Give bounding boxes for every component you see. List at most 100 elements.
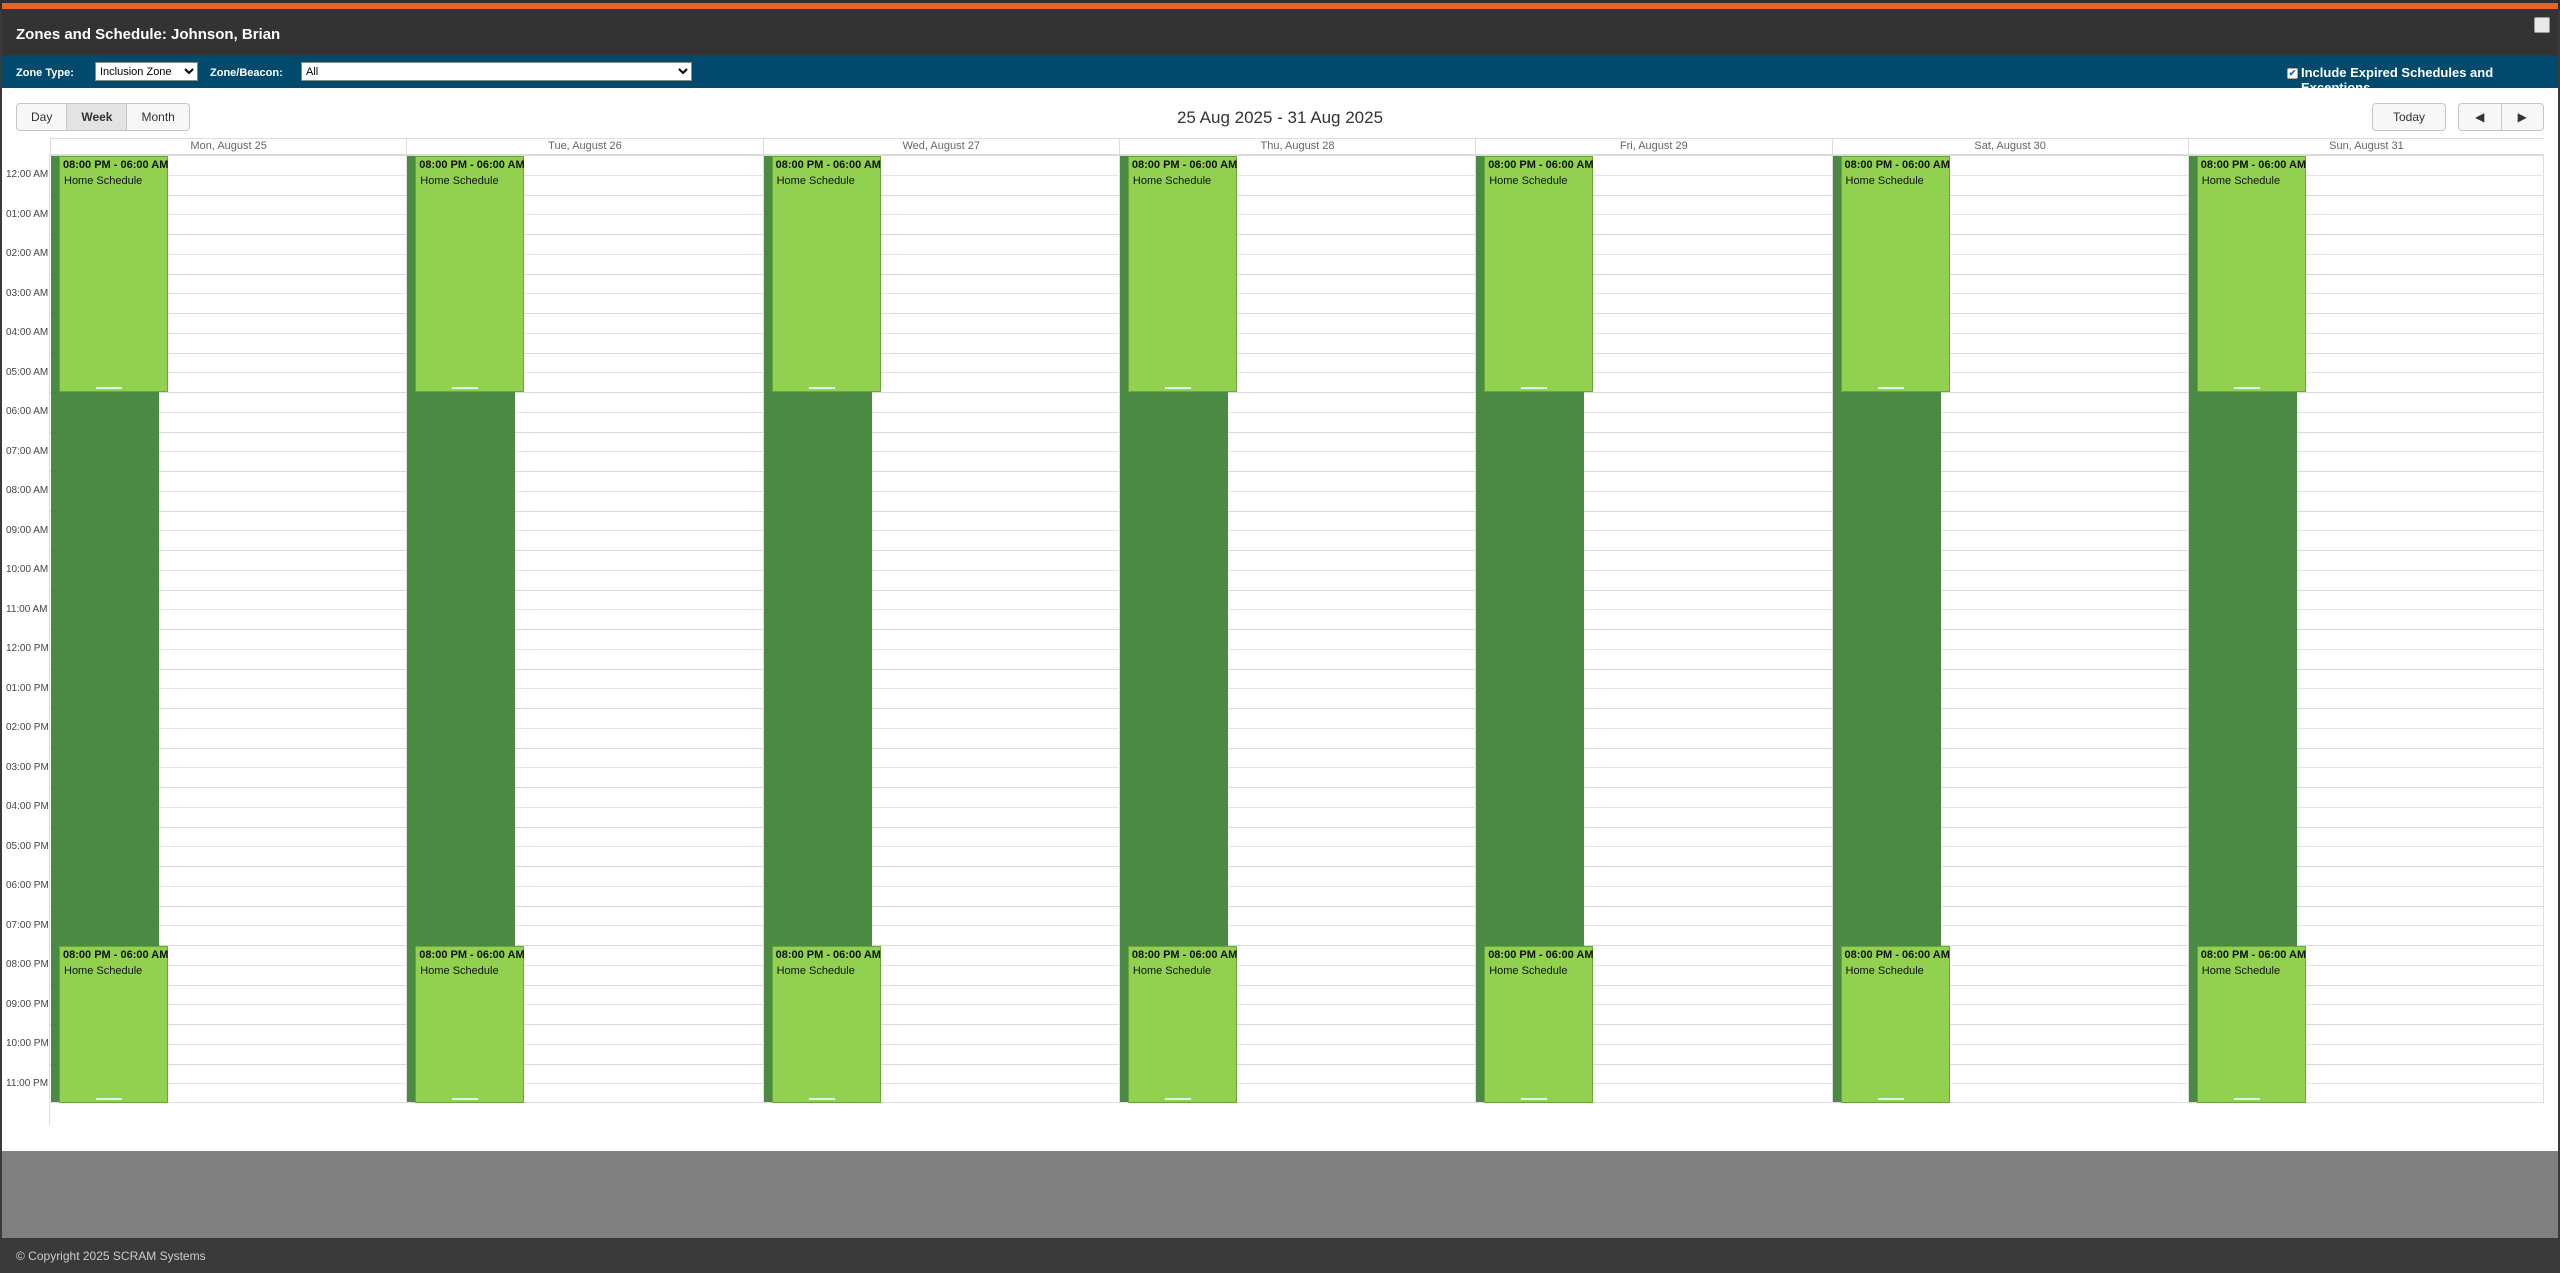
event-home-schedule[interactable]: 08:00 PM - 06:00 AM Home Schedule (771, 946, 881, 1103)
half-hour-line (50, 214, 2544, 216)
zones-schedule-window: Zones and Schedule: Johnson, Brian Zone … (2, 9, 2558, 1273)
event-title: Home Schedule (1845, 965, 1924, 977)
day-header: Thu, August 28 (1118, 139, 1475, 155)
schedule-edge (407, 156, 416, 1102)
include-expired-checkbox[interactable]: ✔ (2287, 68, 2298, 79)
hour-line (50, 313, 2544, 314)
event-home-schedule[interactable]: 08:00 PM - 06:00 AM Home Schedule (1484, 156, 1594, 392)
resize-handle[interactable] (452, 387, 479, 389)
resize-handle[interactable] (1521, 1098, 1548, 1100)
resize-handle[interactable] (1877, 1098, 1904, 1100)
schedule-edge (2188, 156, 2197, 1102)
time-label: 05:00 AM (6, 366, 49, 378)
event-home-schedule[interactable]: 08:00 PM - 06:00 AM Home Schedule (1840, 946, 1950, 1103)
zone-beacon-select[interactable]: All (301, 62, 692, 81)
event-home-schedule[interactable]: 08:00 PM - 06:00 AM Home Schedule (415, 156, 525, 392)
event-home-schedule[interactable]: 08:00 PM - 06:00 AM Home Schedule (415, 946, 525, 1103)
time-label: 04:00 AM (6, 327, 49, 338)
half-hour-line (50, 964, 2544, 966)
event-time: 08:00 PM - 06:00 AM (63, 949, 169, 961)
event-time: 08:00 PM - 06:00 AM (419, 949, 525, 961)
hour-line (50, 905, 2544, 907)
event-time: 08:00 PM - 06:00 AM (63, 159, 169, 171)
resize-handle[interactable] (96, 387, 122, 389)
resize-handle[interactable] (1521, 387, 1548, 389)
event-title: Home Schedule (1132, 175, 1212, 187)
include-expired-label: Include Expired Schedules and Exceptions (2301, 65, 2494, 95)
hour-line (50, 945, 2544, 946)
event-home-schedule[interactable]: 08:00 PM - 06:00 AM Home Schedule (771, 156, 881, 392)
hour-line (50, 787, 2544, 788)
time-label: 12:00 AM (6, 169, 49, 180)
time-label: 06:00 AM (6, 406, 49, 417)
time-label: 08:00 AM (6, 485, 49, 496)
schedule-edge (1832, 156, 1841, 1102)
half-hour-line (50, 767, 2544, 769)
time-label: 10:00 AM (6, 564, 49, 575)
half-hour-line (50, 1043, 2544, 1045)
day-header: Mon, August 25 (50, 139, 406, 155)
resize-handle[interactable] (452, 1098, 479, 1100)
resize-handle[interactable] (1877, 387, 1904, 389)
zone-type-select[interactable]: Inclusion Zone (95, 62, 198, 81)
half-hour-line (50, 688, 2544, 690)
hour-line (50, 392, 2544, 393)
close-button[interactable] (2534, 17, 2550, 33)
event-title: Home Schedule (776, 175, 855, 187)
hour-line (50, 668, 2544, 670)
today-button[interactable]: Today (2372, 103, 2446, 131)
hour-line (50, 708, 2544, 709)
half-hour-line (50, 530, 2544, 532)
nav-buttons: ◀ ▶ (2458, 103, 2544, 131)
day-header: Tue, August 26 (406, 139, 762, 155)
hour-line (50, 431, 2544, 433)
event-home-schedule[interactable]: 08:00 PM - 06:00 AM Home Schedule (1840, 156, 1950, 392)
resize-handle[interactable] (1164, 1098, 1191, 1100)
time-label: 01:00 PM (6, 682, 49, 694)
resize-handle[interactable] (96, 1098, 122, 1100)
time-column: 12:00 AM 01:00 AM 02:00 AM 03:00 AM 04:00 AM… (2, 155, 50, 1125)
event-home-schedule[interactable]: 08:00 PM - 06:00 AM Home Schedule (2196, 946, 2306, 1103)
resize-handle[interactable] (808, 1098, 835, 1100)
half-hour-line (50, 372, 2544, 374)
prev-week-button[interactable]: ◀ (2459, 104, 2502, 130)
hour-line (50, 273, 2544, 275)
view-month-button[interactable]: Month (141, 110, 175, 124)
resize-handle[interactable] (808, 387, 835, 389)
hour-line (50, 352, 2544, 354)
event-home-schedule[interactable]: 08:00 PM - 06:00 AM Home Schedule (59, 946, 168, 1103)
event-home-schedule[interactable]: 08:00 PM - 06:00 AM Home Schedule (1484, 946, 1594, 1103)
time-label: 11:00 AM (6, 603, 48, 615)
event-title: Home Schedule (776, 965, 855, 977)
half-hour-line (50, 253, 2544, 255)
accent-bar (0, 0, 2560, 10)
half-hour-line (50, 569, 2544, 571)
view-week-button[interactable]: Week (67, 104, 128, 130)
event-home-schedule[interactable]: 08:00 PM - 06:00 AM Home Schedule (1127, 156, 1237, 392)
resize-handle[interactable] (1164, 387, 1191, 389)
event-home-schedule[interactable]: 08:00 PM - 06:00 AM Home Schedule (59, 156, 168, 392)
copyright-text: © Copyright 2025 SCRAM Systems (16, 1249, 206, 1263)
day-header: Fri, August 29 (1475, 139, 1831, 155)
half-hour-line (50, 411, 2544, 413)
event-time: 08:00 PM - 06:00 AM (419, 159, 525, 171)
view-day-button[interactable]: Day (17, 104, 68, 130)
event-title: Home Schedule (1845, 175, 1924, 187)
time-label: 02:00 PM (6, 722, 49, 733)
event-home-schedule[interactable]: 08:00 PM - 06:00 AM Home Schedule (1127, 946, 1237, 1103)
event-time: 08:00 PM - 06:00 AM (1844, 159, 1950, 171)
event-time: 08:00 PM - 06:00 AM (775, 949, 881, 961)
resize-handle[interactable] (2233, 387, 2260, 389)
week-calendar: Mon, August 25 Tue, August 26 Wed, August … (2, 134, 2558, 1130)
event-home-schedule[interactable]: 08:00 PM - 06:00 AM Home Schedule (2196, 156, 2306, 392)
half-hour-line (50, 174, 2544, 176)
time-label: 08:00 PM (6, 959, 49, 970)
next-week-button[interactable]: ▶ (2517, 110, 2527, 124)
half-hour-line (50, 1083, 2544, 1085)
view-switcher: Day Week Month (16, 103, 190, 131)
schedule-edge (1119, 156, 1128, 1102)
time-label: 01:00 AM (6, 208, 49, 220)
title-bar: Zones and Schedule: Johnson, Brian (2, 9, 2558, 55)
schedule-edge (763, 156, 772, 1102)
resize-handle[interactable] (2233, 1098, 2260, 1100)
